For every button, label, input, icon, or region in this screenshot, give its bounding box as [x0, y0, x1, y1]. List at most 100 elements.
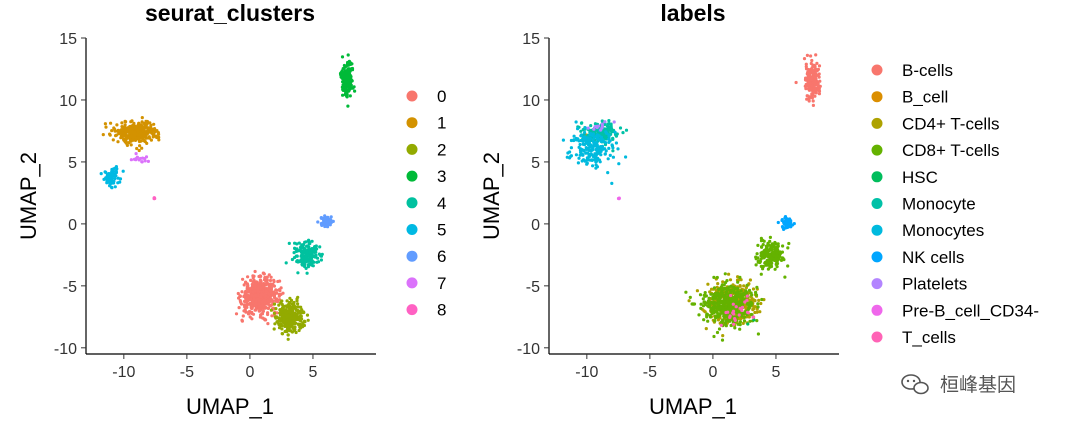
point-2: [299, 314, 303, 318]
point-platelets: [594, 124, 598, 129]
point-1: [155, 135, 159, 140]
point-4: [296, 271, 300, 275]
point-platelets: [612, 120, 616, 124]
point-3: [346, 104, 350, 108]
point-cd8-t-cells: [724, 319, 728, 323]
point-b-cells: [804, 67, 809, 71]
point-0: [234, 312, 239, 316]
point-1: [112, 126, 116, 130]
point-monocytes: [594, 166, 598, 170]
point-4: [287, 241, 291, 245]
y-tick-label: 5: [531, 155, 540, 172]
point-cd8-t-cells: [717, 327, 722, 331]
point-b-cells: [813, 79, 817, 83]
point-cd8-t-cells: [715, 330, 720, 335]
point-2: [276, 320, 280, 324]
legend-label: 4: [437, 194, 446, 213]
point-0: [240, 290, 244, 294]
point-2: [286, 303, 290, 307]
point-1: [122, 125, 127, 129]
point-monocyte: [600, 119, 604, 123]
point-cd8-t-cells: [770, 261, 774, 265]
point-monocytes: [598, 150, 602, 154]
point-b-cells: [811, 103, 816, 107]
point-b-cells: [811, 70, 815, 74]
point-0: [262, 278, 267, 282]
point-cd8-t-cells: [716, 291, 720, 295]
point-cd8-t-cells: [729, 307, 733, 311]
point-cd8-t-cells: [734, 299, 738, 303]
point-3: [353, 89, 357, 93]
point-monocytes: [565, 155, 569, 159]
point-monocytes: [588, 154, 592, 158]
point-monocytes: [578, 142, 582, 147]
point-0: [253, 308, 257, 312]
point-b-cells: [810, 68, 814, 72]
point-cd8-t-cells: [768, 255, 773, 259]
point-cd8-t-cells: [703, 291, 707, 295]
point-b-cells: [813, 82, 817, 86]
point-3: [346, 76, 350, 81]
point-1: [121, 127, 125, 131]
point-cd8-t-cells: [768, 235, 773, 239]
x-tick-label: 0: [245, 364, 254, 381]
watermark-text: 桓峰基因: [940, 374, 1016, 396]
point-cd8-t-cells: [776, 242, 780, 246]
point-1: [127, 141, 131, 145]
point-cd8-t-cells: [743, 315, 747, 319]
point-cd8-t-cells: [713, 296, 718, 300]
point-0: [250, 317, 254, 321]
point-0: [243, 305, 247, 309]
y-tick-label: -5: [63, 279, 77, 296]
point-cd8-t-cells: [723, 272, 727, 276]
legend-key: [406, 277, 418, 289]
point-cd4-t-cells: [759, 301, 763, 306]
point-3: [345, 95, 349, 99]
point-cd8-t-cells: [723, 321, 728, 325]
point-nk-cells: [789, 225, 793, 229]
point-t-cells: [732, 322, 736, 326]
point-monocyte: [603, 122, 607, 127]
point-4: [303, 260, 307, 264]
point-b-cells: [812, 87, 817, 91]
point-4: [299, 259, 303, 263]
point-cd4-t-cells: [739, 317, 743, 321]
point-cd8-t-cells: [717, 297, 721, 301]
point-monocytes: [613, 130, 617, 134]
y-tick-label: 0: [531, 217, 540, 234]
point-b-cells: [810, 58, 814, 63]
point-0: [267, 273, 271, 277]
point-5: [121, 169, 125, 173]
point-1: [157, 138, 161, 142]
point-2: [296, 311, 300, 315]
point-0: [267, 292, 271, 296]
point-cd8-t-cells: [762, 255, 766, 260]
point-1: [111, 138, 115, 142]
point-cd8-t-cells: [749, 291, 753, 295]
point-monocytes: [607, 133, 611, 137]
point-0: [240, 319, 244, 323]
point-1: [146, 126, 150, 130]
point-4: [307, 240, 311, 244]
point-2: [282, 304, 287, 308]
point-monocytes: [610, 181, 614, 185]
point-2: [288, 310, 292, 314]
point-monocytes: [584, 141, 588, 145]
point-4: [311, 248, 315, 252]
point-cd8-t-cells: [721, 306, 725, 310]
point-monocytes: [624, 155, 628, 159]
point-1: [138, 144, 142, 148]
point-cd8-t-cells: [759, 272, 763, 276]
point-1: [115, 123, 119, 127]
point-1: [151, 127, 155, 131]
y-tick-label: 15: [59, 31, 77, 48]
point-cd8-t-cells: [730, 298, 734, 302]
point-cd8-t-cells: [719, 285, 723, 289]
point-0: [259, 295, 263, 299]
legend: 0 1 2 3 4 5 6 7 8: [406, 87, 446, 320]
point-1: [109, 121, 113, 125]
point-1: [149, 138, 153, 142]
point-platelets: [599, 128, 603, 132]
